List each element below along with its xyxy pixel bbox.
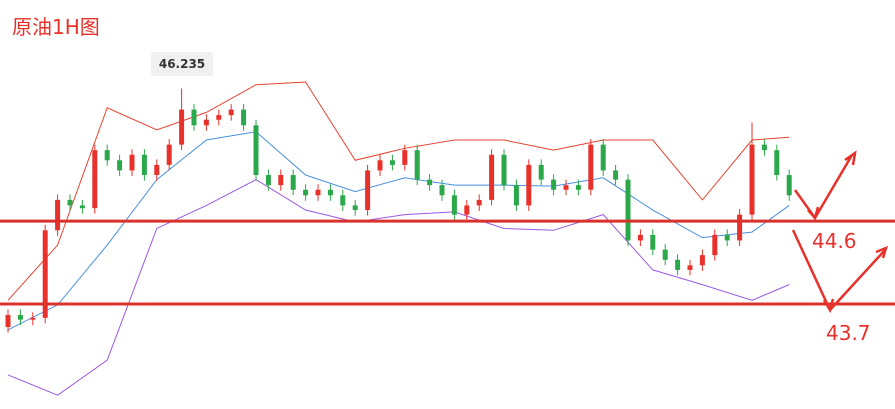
candle-body (625, 179, 631, 241)
candle-body (650, 234, 656, 250)
candle-body (464, 205, 470, 215)
candle-body (241, 109, 247, 126)
candle-body (92, 150, 98, 209)
candle-body (179, 109, 185, 145)
candle-body (340, 195, 346, 206)
band-line (7, 179, 790, 396)
candle-body (737, 214, 743, 241)
peak-box (151, 52, 213, 76)
candle-body (613, 170, 619, 180)
candle-body (414, 150, 420, 180)
candle-body (5, 315, 11, 328)
candle-body (786, 175, 792, 196)
candle-body (129, 154, 135, 171)
candle-body (687, 265, 693, 270)
peak-label: 46.235 (159, 57, 205, 71)
candle-body (513, 185, 519, 206)
candle-body (278, 175, 284, 186)
candle-body (166, 144, 172, 165)
candle-body (538, 164, 544, 180)
level-label: 44.6 (812, 229, 857, 253)
candle-body (600, 144, 606, 171)
candle-body (439, 185, 445, 196)
candle-body (253, 125, 259, 176)
candle-body (79, 205, 85, 209)
candle-body (327, 189, 333, 196)
chart-title: 原油1H图 (12, 15, 100, 39)
candle-body (365, 170, 371, 211)
arrow-head (807, 206, 820, 221)
candle-body (67, 199, 73, 206)
candle-body (141, 154, 147, 176)
candle-body (489, 154, 495, 200)
candle-body (228, 109, 234, 116)
candle-body (526, 164, 532, 206)
candle-body (662, 249, 668, 260)
candle-body (712, 234, 718, 256)
candle-body (216, 115, 222, 120)
candle-body (117, 160, 123, 171)
candle-body (203, 119, 209, 126)
arrows (791, 150, 888, 314)
candle-body (761, 144, 767, 151)
bands (7, 81, 790, 396)
candle-body (389, 160, 395, 165)
arrow-head (822, 298, 835, 314)
candle-body (637, 234, 643, 241)
band-line (7, 131, 790, 331)
arrow-up (793, 154, 854, 221)
candle-body (774, 150, 780, 176)
candle-body (588, 144, 594, 190)
candle-body (675, 259, 681, 270)
candle-body (17, 315, 23, 320)
candle-body (427, 179, 433, 186)
level-label: 43.7 (826, 321, 871, 345)
candle-body (30, 317, 36, 320)
candle-body (724, 234, 730, 241)
candle-body (315, 189, 321, 196)
candle-body (476, 199, 482, 206)
candle-body (104, 150, 110, 161)
band-line (7, 81, 790, 301)
candle-body (55, 199, 61, 231)
levels: 44.6 43.7 (0, 219, 895, 345)
candle-body (42, 230, 48, 318)
candle-body (377, 160, 383, 171)
candle-body (402, 150, 408, 165)
candle-body (290, 175, 296, 190)
candle-body (551, 179, 557, 190)
candle-body (303, 189, 309, 196)
candles (5, 88, 792, 333)
candle-body (699, 255, 705, 266)
candle-body (749, 144, 755, 215)
candle-body (265, 175, 271, 186)
candle-body (501, 154, 507, 186)
candle-body (191, 109, 197, 126)
candle-body (451, 195, 457, 215)
candle-body (352, 205, 358, 211)
arrow-head (875, 245, 888, 259)
arrow-head (844, 150, 857, 166)
candle-body (575, 185, 581, 190)
candle-body (154, 164, 160, 176)
candle-body (563, 185, 569, 190)
